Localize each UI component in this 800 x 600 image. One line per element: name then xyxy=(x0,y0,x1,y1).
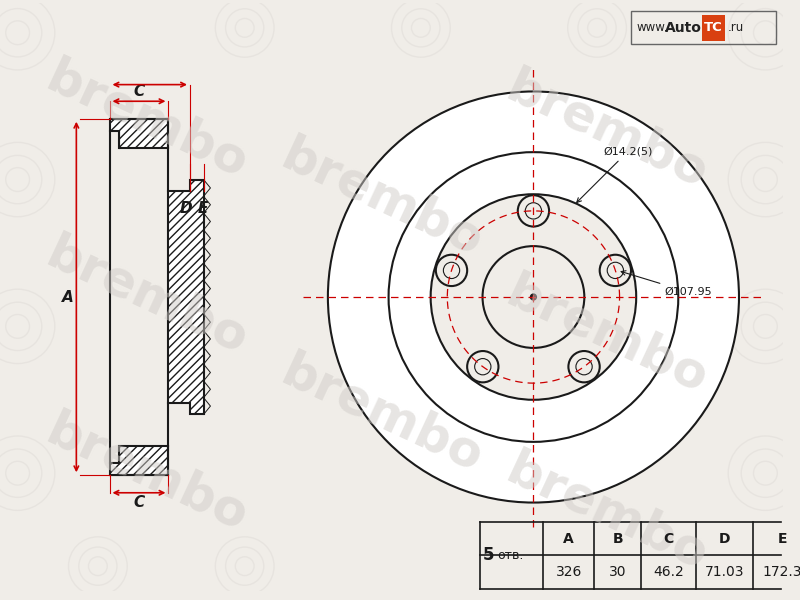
Bar xyxy=(702,15,726,41)
Polygon shape xyxy=(110,446,168,475)
Text: brembo: brembo xyxy=(498,269,715,404)
Text: 5: 5 xyxy=(482,547,494,565)
Text: Ø14.2(5): Ø14.2(5) xyxy=(577,146,653,202)
Circle shape xyxy=(530,294,536,300)
Text: TC: TC xyxy=(704,22,723,34)
Text: 30: 30 xyxy=(609,565,626,579)
Circle shape xyxy=(568,351,600,382)
Text: brembo: brembo xyxy=(274,347,490,482)
Text: D: D xyxy=(718,532,730,546)
Circle shape xyxy=(430,194,636,400)
Text: brembo: brembo xyxy=(38,229,255,365)
Circle shape xyxy=(328,91,739,503)
Text: .ru: .ru xyxy=(728,22,745,34)
Text: brembo: brembo xyxy=(38,406,255,541)
Polygon shape xyxy=(110,119,168,148)
Text: Ø107.95: Ø107.95 xyxy=(621,271,712,297)
Text: C: C xyxy=(663,532,674,546)
Circle shape xyxy=(600,255,631,286)
Text: A: A xyxy=(62,290,74,305)
Text: brembo: brembo xyxy=(498,445,715,580)
Text: 46.2: 46.2 xyxy=(653,565,684,579)
Text: B: B xyxy=(612,532,623,546)
Text: 71.03: 71.03 xyxy=(705,565,744,579)
Text: E: E xyxy=(198,202,208,217)
Text: C: C xyxy=(134,495,145,510)
Text: 326: 326 xyxy=(555,565,582,579)
Text: Auto: Auto xyxy=(665,21,702,35)
Circle shape xyxy=(436,255,467,286)
Text: brembo: brembo xyxy=(38,53,255,188)
Polygon shape xyxy=(168,179,203,415)
Text: www.: www. xyxy=(636,22,668,34)
Text: E: E xyxy=(778,532,786,546)
Circle shape xyxy=(467,351,498,382)
Text: отв.: отв. xyxy=(498,549,523,562)
Bar xyxy=(631,11,776,44)
Circle shape xyxy=(518,195,549,227)
Text: D: D xyxy=(180,202,192,217)
Text: A: A xyxy=(563,532,574,546)
Text: brembo: brembo xyxy=(274,131,490,267)
Text: C: C xyxy=(134,84,145,99)
Text: 172.3: 172.3 xyxy=(762,565,800,579)
Text: brembo: brembo xyxy=(498,63,715,198)
